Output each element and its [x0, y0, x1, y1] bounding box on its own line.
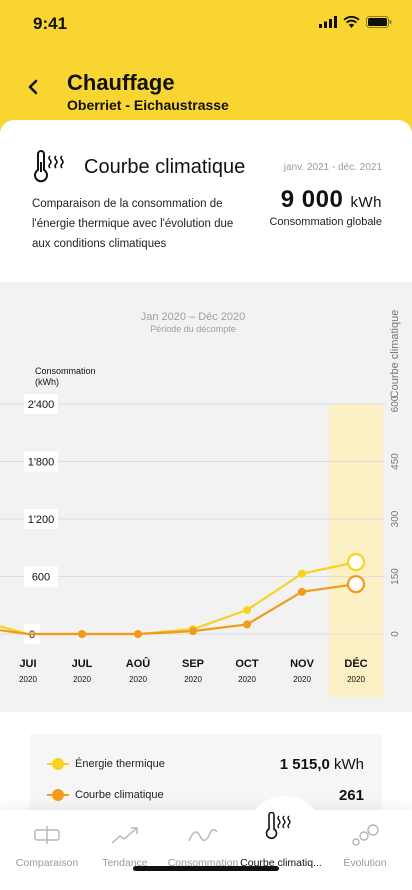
data-point-climate	[134, 630, 142, 638]
y-axis-label-left: Consommation	[35, 366, 96, 376]
chevron-left-icon	[28, 79, 38, 95]
data-point-climate	[243, 620, 251, 629]
legend-row-climate: Courbe climatique 261	[30, 780, 382, 810]
y-tick-box	[24, 451, 58, 472]
total-value: 9 000	[280, 186, 344, 213]
battery-icon	[366, 16, 392, 28]
series-line-climate	[0, 583, 357, 636]
legend-value-climate: 261	[338, 786, 364, 804]
x-tick-year: 2020	[73, 675, 91, 684]
legend-row-thermal: Énergie thermique 1 515,0 kWh	[30, 749, 382, 779]
content-sheet: Courbe climatique janv. 2021 - déc. 2021…	[0, 120, 412, 890]
data-point-thermal	[243, 606, 251, 615]
y-tick-box	[24, 566, 58, 587]
legend-marker-climate	[47, 789, 69, 801]
card-description: Comparaison de la consommation de l'éner…	[32, 198, 234, 250]
card-title: Courbe climatique	[84, 156, 246, 178]
x-tick-label: JUI	[19, 658, 36, 670]
x-tick-year: 2020	[347, 675, 365, 684]
y-tick-label-right: 600	[390, 395, 401, 412]
y-tick-label-left: 1'200	[28, 514, 55, 526]
status-icons	[319, 16, 392, 28]
y-tick-label-right: 0	[390, 631, 401, 637]
data-point-thermal	[346, 553, 366, 572]
y-tick-box	[24, 394, 58, 414]
trend-icon	[111, 827, 138, 844]
x-tick-label: AOÛ	[126, 657, 151, 670]
climate-chart[interactable]: Jan 2020 – Déc 2020 Période du décompte Co…	[0, 282, 412, 712]
legend-marker-thermal	[47, 758, 69, 770]
highlight-band	[329, 404, 383, 697]
legend-name-thermal: Énergie thermique	[75, 758, 165, 770]
thermometer-icon	[34, 150, 64, 183]
y-tick-label-left: 2'400	[28, 399, 55, 411]
chart-title: Jan 2020 – Déc 2020	[141, 311, 246, 323]
x-tick-label: NOV	[290, 658, 315, 670]
data-point-climate	[189, 627, 197, 636]
data-point-thermal	[298, 569, 306, 578]
page-subtitle: Oberriet - Eichaustrasse	[67, 97, 229, 113]
y-tick-label-right: 150	[390, 568, 401, 585]
y-tick-label-left: 600	[32, 572, 50, 584]
status-bar: 9:41	[0, 0, 412, 48]
tab-trend[interactable]: Tendance	[84, 810, 166, 890]
total-label: Consommation globale	[269, 216, 382, 228]
evolution-icon	[352, 824, 379, 846]
tab-climate-curve[interactable]: Courbe climatiq...	[240, 810, 322, 890]
legend-name-climate: Courbe climatique	[75, 789, 164, 801]
app-header: Chauffage Oberriet - Eichaustrasse	[0, 48, 412, 123]
y-axis-label-right: Courbe climatique	[389, 310, 401, 399]
consumption-icon	[188, 829, 218, 842]
y-tick-label-left: 1'800	[28, 457, 55, 469]
card-period: janv. 2021 - déc. 2021	[283, 162, 382, 173]
tab-comparison[interactable]: Comparaison	[6, 810, 88, 890]
total-value-line: 9 000 kWh	[269, 186, 382, 214]
y-tick-box	[24, 509, 58, 529]
data-point-climate	[346, 575, 366, 594]
tab-evolution[interactable]: Évolution	[324, 810, 406, 890]
signal-icon	[319, 16, 337, 28]
thermometer-icon	[265, 812, 291, 840]
wifi-icon	[343, 16, 360, 28]
x-tick-year: 2020	[293, 675, 311, 684]
x-tick-label: JUL	[72, 658, 93, 670]
comparison-icon	[34, 826, 60, 844]
tab-bar: Comparaison Tendance Consommation Courbe…	[0, 796, 412, 890]
tab-label: Comparaison	[15, 857, 79, 869]
total-unit: kWh	[350, 194, 382, 211]
card-header: Courbe climatique janv. 2021 - déc. 2021…	[0, 120, 412, 280]
legend-value-thermal-number: 1 515,0	[279, 755, 330, 773]
x-tick-year: 2020	[184, 675, 202, 684]
x-tick-label: SEP	[182, 658, 204, 670]
data-point-climate	[298, 587, 306, 596]
chart-subtitle: Période du décompte	[150, 324, 236, 334]
data-point-climate	[78, 630, 86, 638]
x-tick-label: OCT	[235, 658, 259, 670]
y-tick-label-right: 450	[390, 453, 401, 470]
page-title: Chauffage	[67, 70, 175, 95]
home-indicator	[133, 866, 279, 871]
tab-label: Évolution	[343, 857, 387, 869]
x-tick-year: 2020	[19, 675, 37, 684]
x-tick-year: 2020	[238, 675, 256, 684]
total-consumption: 9 000 kWh Consommation globale	[269, 186, 382, 228]
legend-value-thermal-unit: kWh	[334, 755, 364, 773]
x-tick-label: DÉC	[344, 657, 367, 670]
status-time: 9:41	[33, 14, 68, 33]
legend-value-thermal: 1 515,0 kWh	[280, 756, 364, 773]
y-tick-label-right: 300	[390, 510, 401, 527]
x-tick-year: 2020	[129, 675, 147, 684]
y-axis-label-left: (kWh)	[35, 377, 59, 387]
back-button[interactable]	[22, 76, 44, 98]
tab-consumption[interactable]: Consommation	[162, 810, 244, 890]
